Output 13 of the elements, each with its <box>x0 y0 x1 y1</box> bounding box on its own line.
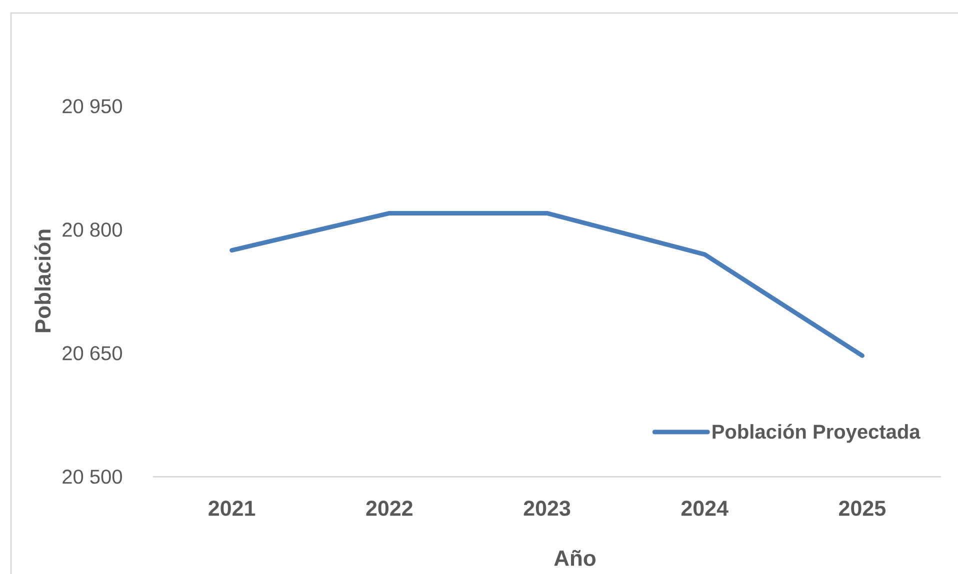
x-tick-label: 2022 <box>366 500 412 516</box>
y-axis-title: Población <box>34 230 51 332</box>
x-axis-title: Año <box>554 550 596 566</box>
x-tick-label: 2021 <box>208 500 256 516</box>
x-tick-label: 2024 <box>681 500 728 516</box>
y-tick-label: 20 800 <box>62 222 122 237</box>
x-tick-label: 2023 <box>524 500 570 516</box>
legend-label: Población Proyectada <box>712 424 920 443</box>
line-series <box>230 210 864 358</box>
y-tick-label: 20 650 <box>62 346 122 360</box>
x-tick-label: 2025 <box>839 500 886 516</box>
y-tick-label: 20 950 <box>62 99 122 114</box>
y-tick-label: 20 500 <box>62 470 122 484</box>
